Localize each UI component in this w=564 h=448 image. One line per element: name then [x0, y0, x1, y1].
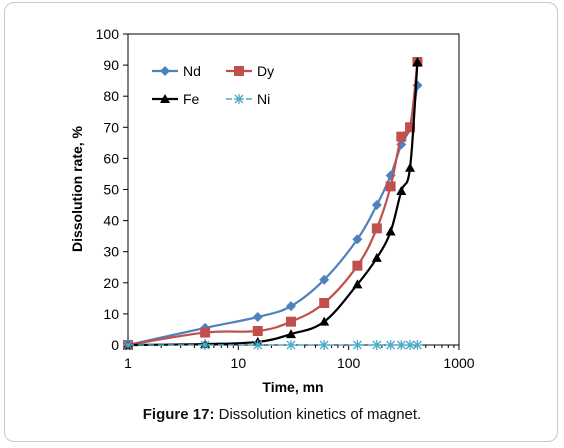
data-point-ni: [385, 340, 396, 350]
figure-frame: [4, 2, 558, 442]
data-point-dy: [285, 316, 296, 327]
x-tick-label: 1000: [443, 355, 474, 371]
marker-stroke: [234, 94, 244, 104]
data-point-ni: [319, 340, 330, 350]
data-point-dy: [385, 181, 396, 192]
figure-caption: Figure 17: Dissolution kinetics of magne…: [0, 406, 564, 423]
y-axis-ticks: 0 10 20 30 40 50 60 70 80 90 100: [96, 26, 128, 353]
data-point-fe: [412, 56, 423, 66]
legend-item-dy: Dy: [226, 63, 274, 79]
data-point-fe: [385, 226, 396, 236]
caption-label: Figure 17:: [142, 406, 215, 423]
legend-label-ni: Ni: [257, 91, 270, 107]
x-tick-label: 10: [231, 355, 247, 371]
data-point-ni: [252, 340, 263, 350]
data-point-dy: [405, 122, 416, 133]
y-tick-label: 60: [103, 150, 119, 166]
series-ni: [123, 340, 423, 350]
data-point-fe: [285, 329, 296, 339]
series-nd: [123, 80, 423, 350]
legend-label-nd: Nd: [183, 63, 201, 79]
plot-area: [127, 33, 460, 346]
data-point-ni: [371, 340, 382, 350]
x-tick-label: 100: [337, 355, 361, 371]
data-point-nd: [352, 234, 363, 245]
data-point-fe: [319, 316, 330, 326]
data-point-ni: [285, 340, 296, 350]
y-tick-label: 0: [111, 337, 119, 353]
y-tick-label: 70: [103, 119, 119, 135]
y-tick-label: 20: [103, 275, 119, 291]
series-fe: [123, 56, 423, 349]
data-point-fe: [405, 162, 416, 172]
marker-stroke: [253, 340, 263, 350]
data-point-nd: [319, 274, 330, 285]
caption-text: Dissolution kinetics of magnet.: [214, 406, 422, 423]
legend-label-dy: Dy: [257, 63, 274, 79]
data-point-dy: [371, 223, 382, 234]
data-point-ni: [396, 340, 407, 350]
legend-marker-nd: [160, 66, 170, 76]
data-point-fe: [352, 279, 363, 289]
chart: 1 10 100 1000 0 10 20 30 40 50 60 70 80 90 100 Nd Dy Fe…: [69, 26, 475, 395]
series-line-nd: [127, 85, 419, 347]
legend: Nd Dy Fe Ni: [152, 63, 274, 107]
data-point-dy: [319, 298, 330, 309]
y-axis-title: Dissolution rate, %: [69, 125, 85, 252]
x-axis-ticks: 1 10 100 1000: [124, 345, 475, 371]
data-point-ni: [123, 340, 133, 350]
marker-stroke: [352, 340, 362, 350]
y-tick-label: 80: [103, 88, 119, 104]
data-point-nd: [252, 312, 263, 323]
y-tick-label: 100: [96, 26, 120, 42]
x-axis-title: Time, mn: [262, 379, 323, 395]
data-point-dy: [396, 131, 407, 142]
marker-stroke: [412, 340, 422, 350]
legend-marker-fe: [160, 94, 170, 103]
legend-marker-dy: [234, 66, 244, 76]
marker-stroke: [286, 340, 296, 350]
legend-item-ni: Ni: [226, 91, 270, 107]
legend-marker-ni: [234, 94, 244, 104]
data-point-ni: [405, 340, 416, 350]
data-point-fe: [371, 252, 382, 262]
series-layer: [123, 56, 423, 350]
y-tick-label: 50: [103, 182, 119, 198]
data-point-ni: [200, 340, 211, 350]
y-tick-label: 40: [103, 213, 119, 229]
y-tick-label: 90: [103, 57, 119, 73]
data-point-dy: [200, 327, 211, 338]
marker-stroke: [396, 340, 406, 350]
data-point-dy: [352, 260, 363, 271]
marker-stroke: [372, 340, 382, 350]
data-point-nd: [285, 301, 296, 312]
data-point-dy: [252, 326, 263, 337]
legend-label-fe: Fe: [183, 91, 200, 107]
data-point-ni: [412, 340, 423, 350]
marker-stroke: [123, 340, 133, 350]
data-point-ni: [352, 340, 363, 350]
marker-stroke: [386, 340, 396, 350]
legend-item-nd: Nd: [152, 63, 201, 79]
data-point-nd: [371, 200, 382, 211]
x-tick-label: 1: [124, 355, 132, 371]
legend-item-fe: Fe: [152, 91, 200, 107]
data-point-fe: [396, 186, 407, 196]
marker-stroke: [200, 340, 210, 350]
y-tick-label: 10: [103, 306, 119, 322]
marker-stroke: [405, 340, 415, 350]
y-tick-label: 30: [103, 244, 119, 260]
marker-stroke: [319, 340, 329, 350]
